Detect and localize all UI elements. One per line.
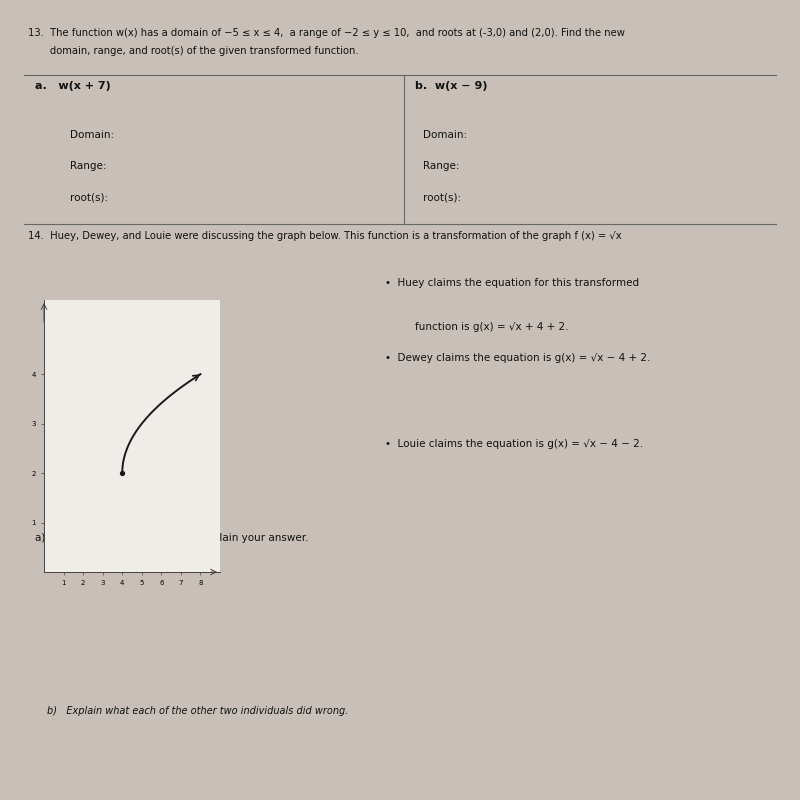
Text: b)   Explain what each of the other two individuals did wrong.: b) Explain what each of the other two in… bbox=[46, 706, 348, 716]
Text: Range:: Range: bbox=[70, 161, 106, 171]
Text: function is g(x) = √x + 4 + 2.: function is g(x) = √x + 4 + 2. bbox=[415, 322, 569, 331]
Text: a.   w(x + 7): a. w(x + 7) bbox=[35, 81, 111, 91]
Text: root(s):: root(s): bbox=[423, 192, 461, 202]
Text: Domain:: Domain: bbox=[70, 130, 114, 139]
Text: 14.  Huey, Dewey, and Louie were discussing the graph below. This function is a : 14. Huey, Dewey, and Louie were discussi… bbox=[27, 231, 621, 242]
Text: •  Huey claims the equation for this transformed: • Huey claims the equation for this tran… bbox=[385, 278, 638, 289]
Text: •  Louie claims the equation is g(x) = √x − 4 − 2.: • Louie claims the equation is g(x) = √x… bbox=[385, 439, 642, 450]
Text: domain, range, and root(s) of the given transformed function.: domain, range, and root(s) of the given … bbox=[27, 46, 358, 56]
Text: •  Dewey claims the equation is g(x) = √x − 4 + 2.: • Dewey claims the equation is g(x) = √x… bbox=[385, 353, 650, 363]
Text: Domain:: Domain: bbox=[423, 130, 467, 139]
Text: a)   Whose equation is correct? Explain your answer.: a) Whose equation is correct? Explain yo… bbox=[35, 534, 309, 543]
Text: root(s):: root(s): bbox=[70, 192, 108, 202]
Text: b.  w(x − 9): b. w(x − 9) bbox=[415, 81, 488, 91]
Text: Range:: Range: bbox=[423, 161, 459, 171]
Text: 13.  The function w(x) has a domain of −5 ≤ x ≤ 4,  a range of −2 ≤ y ≤ 10,  and: 13. The function w(x) has a domain of −5… bbox=[27, 27, 624, 38]
